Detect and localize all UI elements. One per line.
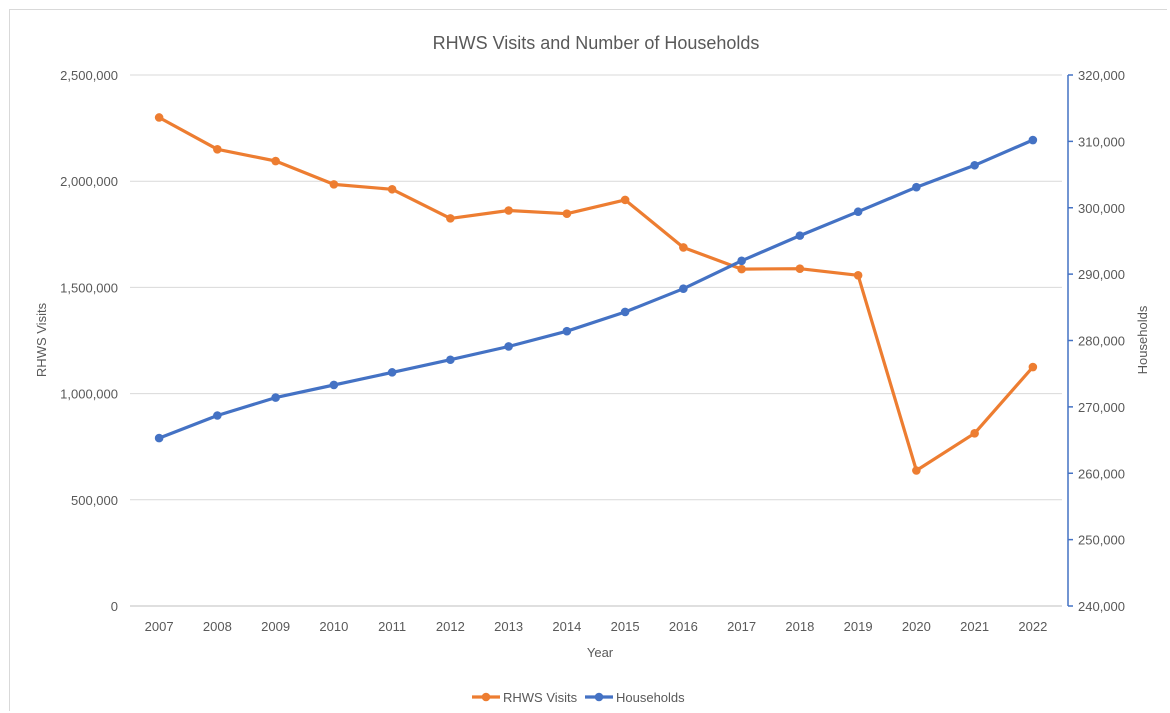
rhws-visits-point: [213, 145, 222, 154]
chart-title: RHWS Visits and Number of Households: [433, 33, 760, 53]
rhws-visits-point: [795, 264, 805, 274]
y2-tick-label: 300,000: [1078, 201, 1125, 216]
axes: 0 500,000 1,000,000 1,500,000 2,000,000 2,500…: [60, 68, 1125, 634]
y-tick-label: 2,500,000: [60, 68, 118, 83]
households-point: [620, 307, 630, 317]
rhws-visits-point: [620, 195, 630, 205]
y2-tick-label: 260,000: [1078, 466, 1125, 481]
households-point: [795, 231, 805, 240]
x-tick-label: 2021: [960, 619, 989, 634]
x-tick-label: 2016: [669, 619, 698, 634]
households-point: [737, 256, 746, 266]
households-point: [912, 182, 921, 192]
series: [154, 113, 1038, 475]
households-point: [562, 326, 572, 336]
y-tick-label: 500,000: [71, 493, 118, 508]
rhws-visits-point: [679, 243, 688, 252]
x-tick-label: 2015: [611, 619, 640, 634]
rhws-visits-point: [737, 264, 746, 274]
legend-label-rhws-visits: RHWS Visits: [503, 690, 578, 705]
x-tick-label: 2013: [494, 619, 523, 634]
y2-tick-label: 280,000: [1078, 334, 1125, 349]
households-point: [387, 368, 397, 377]
rhws-visits-point: [271, 156, 280, 166]
legend-marker-households: [594, 692, 604, 702]
x-tick-label: 2022: [1018, 619, 1047, 634]
y-tick-label: 1,500,000: [60, 280, 118, 295]
households-point: [329, 380, 339, 390]
households-point: [446, 355, 455, 365]
households-point: [213, 411, 222, 420]
legend: RHWS Visits Households: [472, 690, 685, 705]
gridlines: [130, 74, 1062, 607]
x-tick-label: 2014: [552, 619, 581, 634]
x-tick-label: 2009: [261, 619, 290, 634]
rhws-visits-point: [154, 113, 164, 122]
rhws-visits-point: [387, 184, 397, 194]
rhws-visits-point: [853, 270, 863, 280]
rhws-visits-point: [1028, 362, 1038, 372]
y-axis-title: RHWS Visits: [34, 302, 49, 377]
x-tick-label: 2019: [844, 619, 873, 634]
households-point: [970, 160, 979, 170]
rhws-visits-point: [970, 429, 979, 438]
households-point: [1028, 135, 1038, 145]
y2-tick-label: 310,000: [1078, 134, 1125, 149]
x-tick-label: 2020: [902, 619, 931, 634]
y2-axis-title: Households: [1135, 305, 1150, 374]
y2-tick-label: 240,000: [1078, 599, 1125, 614]
rhws-visits-point: [562, 209, 572, 218]
x-tick-label: 2011: [378, 619, 406, 634]
x-tick-label: 2012: [436, 619, 465, 634]
households-point: [853, 207, 863, 217]
legend-label-households: Households: [616, 690, 685, 705]
rhws-visits-point: [329, 180, 339, 189]
y-tick-label: 1,000,000: [60, 387, 118, 402]
rhws-visits-point: [912, 466, 921, 475]
y-tick-label: 0: [111, 599, 118, 614]
chart-frame: [9, 9, 1167, 711]
households-point: [504, 342, 513, 351]
households-point: [154, 433, 164, 443]
rhws-visits-line: [157, 115, 1035, 473]
y2-tick-label: 320,000: [1078, 68, 1125, 83]
x-tick-label: 2007: [145, 619, 174, 634]
y2-tick-label: 270,000: [1078, 400, 1125, 415]
households-line: [157, 138, 1035, 440]
y-tick-label: 2,000,000: [60, 174, 118, 189]
x-tick-label: 2010: [319, 619, 348, 634]
y2-tick-label: 290,000: [1078, 267, 1125, 282]
x-tick-label: 2008: [203, 619, 232, 634]
rhws-visits-point: [504, 206, 513, 215]
rhws-visits-point: [446, 214, 455, 223]
households-point: [679, 284, 688, 294]
x-tick-label: 2017: [727, 619, 756, 634]
y2-tick-label: 250,000: [1078, 533, 1125, 548]
legend-marker-rhws-visits: [481, 692, 491, 702]
x-tick-label: 2018: [785, 619, 814, 634]
households-point: [271, 393, 280, 402]
x-axis-title: Year: [587, 645, 614, 660]
